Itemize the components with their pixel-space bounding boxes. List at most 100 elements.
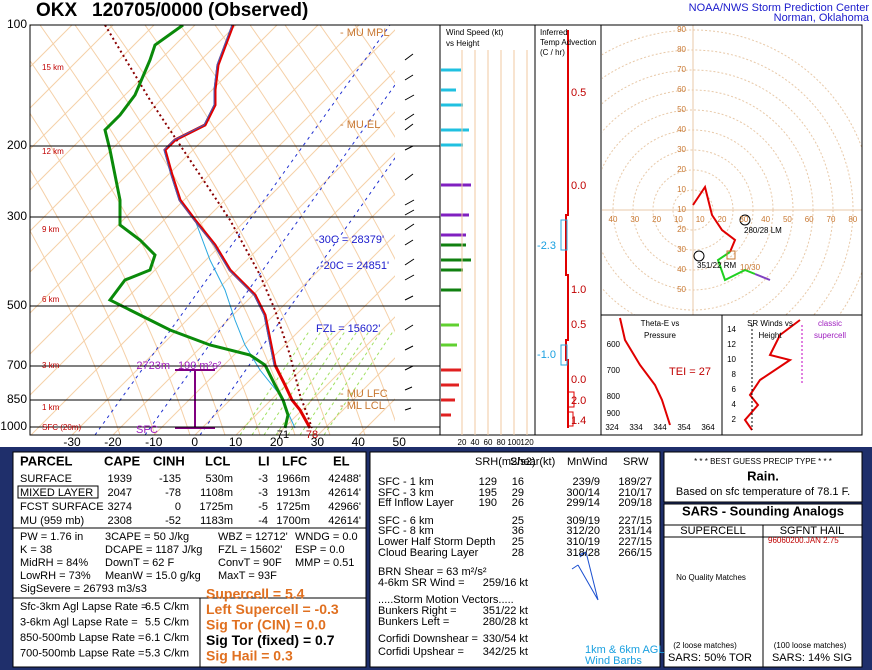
kin-srw: 227/15 bbox=[618, 515, 652, 527]
wind-barbs bbox=[404, 53, 415, 411]
advection-value: 0.0 bbox=[571, 374, 586, 386]
kin-layer: Eff Inflow Layer bbox=[378, 497, 454, 509]
parcel-cell: -3 bbox=[258, 473, 268, 485]
skewt-background bbox=[30, 25, 395, 435]
sars-result: SARS: 14% SIG bbox=[772, 652, 852, 664]
parcel-header: CAPE bbox=[104, 453, 140, 468]
advection-value: 0.5 bbox=[571, 319, 586, 331]
kin-srh: 129 bbox=[479, 476, 497, 488]
parcel-cell: 0 bbox=[175, 501, 181, 513]
height-annotation: FZL = 15602' bbox=[316, 323, 380, 335]
parcel-cell: 1966m bbox=[276, 473, 310, 485]
temp-label: 0 bbox=[191, 435, 198, 449]
mixing-line bbox=[199, 157, 395, 435]
parcel-cell: -135 bbox=[159, 473, 181, 485]
hodo-x-label: 70 bbox=[827, 215, 836, 224]
advection-value: 1.4 bbox=[571, 415, 586, 427]
srwind-y: 6 bbox=[732, 385, 737, 394]
dry-adiabat bbox=[144, 25, 366, 435]
parcel-cell: -5 bbox=[258, 501, 268, 513]
pressure-label: 850 bbox=[7, 392, 27, 406]
hodo-y-label: 30 bbox=[677, 145, 686, 154]
thermo-value: WBZ = 12712' bbox=[218, 531, 288, 543]
parcel-cell: 42488' bbox=[328, 473, 361, 485]
thetae-y: 900 bbox=[607, 409, 621, 418]
precip-type: Rain. bbox=[747, 468, 779, 483]
dry-adiabat bbox=[74, 25, 296, 435]
hodo-y-label: 90 bbox=[677, 25, 686, 34]
parcel-cell: -4 bbox=[258, 515, 268, 527]
kin-srw: 210/17 bbox=[618, 487, 652, 499]
time: 120705/0000 bbox=[92, 0, 203, 21]
srwind-y: 8 bbox=[732, 370, 737, 379]
lapse-value: 5.5 C/km bbox=[145, 616, 189, 628]
loose: (2 loose matches) bbox=[673, 641, 737, 650]
parcel-header: EL bbox=[333, 453, 350, 468]
isotherm bbox=[30, 25, 196, 191]
motion-label: Corfidi Downshear = bbox=[378, 633, 478, 645]
advection-value: 0.5 bbox=[571, 87, 586, 99]
level-label: - MU EL bbox=[340, 119, 380, 131]
thermo-value: PW = 1.76 in bbox=[20, 531, 83, 543]
hodo-y-label: 80 bbox=[677, 45, 686, 54]
height-label: 3 km bbox=[42, 361, 60, 370]
parcel-cell: 1913m bbox=[276, 487, 310, 499]
height-label: SFC (20m) bbox=[42, 423, 81, 432]
index: Left Supercell = -0.3 bbox=[206, 601, 339, 617]
dry-adiabat bbox=[179, 25, 395, 422]
pressure-label: 1000 bbox=[0, 419, 27, 433]
isotherm bbox=[30, 25, 32, 27]
sars-col: SGFNT HAIL bbox=[780, 525, 845, 537]
dry-adiabat bbox=[249, 25, 395, 261]
thetae-y: 600 bbox=[607, 340, 621, 349]
kin-shear: 29 bbox=[512, 487, 524, 499]
kin-header: SRW bbox=[623, 456, 649, 468]
credit: NOAA/NWS Storm Prediction Center bbox=[689, 2, 870, 14]
wind-speed-bars bbox=[441, 68, 471, 417]
hodo-x-label: 40 bbox=[609, 215, 618, 224]
temp-label: -30 bbox=[63, 435, 81, 449]
thermo-value: SigSevere = 26793 m3/s3 bbox=[20, 583, 147, 595]
pressure-label: 500 bbox=[7, 298, 27, 312]
sfc-temp: 78 bbox=[306, 429, 318, 441]
level-label: - MU LFC bbox=[340, 388, 388, 400]
parcel-cell: 2308 bbox=[108, 515, 132, 527]
dry-adiabat bbox=[30, 112, 191, 435]
srwind-y: 14 bbox=[727, 325, 736, 334]
precip-basis: Based on sfc temperature of 78.1 F. bbox=[676, 486, 850, 498]
kin-shear: 16 bbox=[512, 476, 524, 488]
hodo-y-label: 30 bbox=[677, 245, 686, 254]
kin-shear: 25 bbox=[512, 515, 524, 527]
mean-wind: 10/30 bbox=[740, 263, 761, 272]
isotherm bbox=[30, 29, 395, 396]
panel-title: Inferred bbox=[540, 28, 568, 37]
thetae-x: 334 bbox=[629, 423, 643, 432]
isotherm bbox=[30, 25, 278, 273]
thetae-trace bbox=[619, 317, 671, 426]
lapse-label: 700-500mb Lapse Rate = bbox=[20, 647, 144, 659]
pressure-label: 300 bbox=[7, 209, 27, 223]
index: Sig Hail = 0.3 bbox=[206, 648, 293, 664]
wind-tick: 60 bbox=[484, 438, 493, 447]
dry-adiabat bbox=[284, 25, 395, 197]
lapse-value: 6.5 C/km bbox=[145, 601, 189, 613]
lower-panels bbox=[12, 451, 863, 668]
index: Supercell = 5.4 bbox=[206, 586, 305, 602]
thermo-value: K = 38 bbox=[20, 544, 52, 556]
temp-label: 40 bbox=[352, 435, 366, 449]
thetae-x: 354 bbox=[677, 423, 691, 432]
height-label: 6 km bbox=[42, 295, 60, 304]
isotherm bbox=[30, 25, 360, 355]
lapse-label: 3-6km Agl Lapse Rate = bbox=[20, 616, 138, 628]
kin-mnwind: 299/14 bbox=[566, 497, 600, 509]
thermo-value: MaxT = 93F bbox=[218, 570, 277, 582]
lapse-value: 6.1 C/km bbox=[145, 632, 189, 644]
parcel-cell: FCST SURFACE bbox=[20, 501, 104, 513]
motion-label: Corfidi Upshear = bbox=[378, 646, 464, 658]
isotherm bbox=[30, 25, 237, 232]
panel-title: Theta-E vs bbox=[641, 319, 680, 328]
kin-layer: SFC - 3 km bbox=[378, 487, 434, 499]
mixing-line bbox=[94, 25, 391, 435]
left-mover: 280/28 LM bbox=[744, 226, 782, 235]
parcel-cell: 1725m bbox=[199, 501, 233, 513]
